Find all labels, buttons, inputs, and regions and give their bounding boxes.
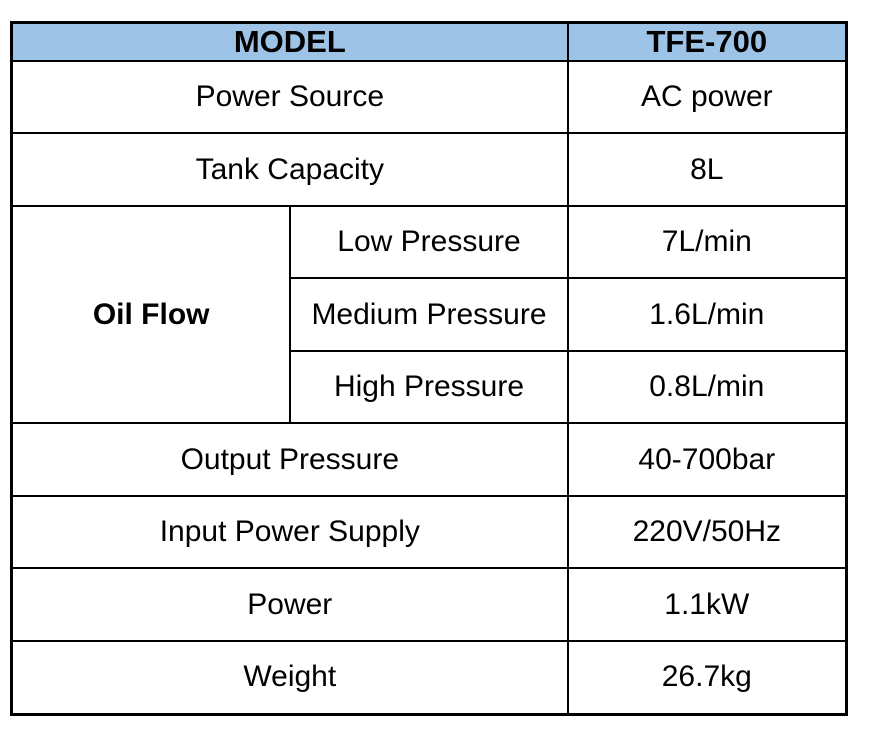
row-weight: Weight 26.7kg <box>10 639 848 716</box>
medium-pressure-value-cell: 1.6L/min <box>566 277 848 352</box>
row-input-power-supply: Input Power Supply 220V/50Hz <box>10 494 848 570</box>
weight-value-cell: 26.7kg <box>566 639 848 716</box>
row-power-source: Power Source AC power <box>10 59 848 135</box>
row-tank-capacity: Tank Capacity 8L <box>10 132 848 207</box>
header-model-cell: MODEL <box>10 21 569 62</box>
power-label-cell: Power <box>10 567 569 642</box>
row-power: Power 1.1kW <box>10 567 848 642</box>
input-power-supply-value-cell: 220V/50Hz <box>566 494 848 570</box>
tank-capacity-value-cell: 8L <box>566 132 848 207</box>
tank-capacity-label-cell: Tank Capacity <box>10 132 569 207</box>
input-power-supply-label-cell: Input Power Supply <box>10 494 569 570</box>
output-pressure-value-cell: 40-700bar <box>566 422 848 497</box>
spec-table: MODEL TFE-700 Power Source AC power Tank… <box>10 21 848 716</box>
high-pressure-value-cell: 0.8L/min <box>566 349 848 425</box>
medium-pressure-label-cell: Medium Pressure <box>289 277 569 352</box>
high-pressure-label-cell: High Pressure <box>289 349 569 425</box>
row-output-pressure: Output Pressure 40-700bar <box>10 422 848 497</box>
oil-flow-label-cell: Oil Flow <box>10 204 292 425</box>
power-source-label-cell: Power Source <box>10 59 569 135</box>
power-source-value-cell: AC power <box>566 59 848 135</box>
row-oil-flow-medium: Medium Pressure 1.6L/min <box>12 277 848 352</box>
weight-label-cell: Weight <box>10 639 569 716</box>
power-value-cell: 1.1kW <box>566 567 848 642</box>
header-row: MODEL TFE-700 <box>10 21 848 62</box>
low-pressure-label-cell: Low Pressure <box>289 204 569 280</box>
row-oil-flow-low: Oil Flow Low Pressure 7L/min <box>10 204 848 425</box>
low-pressure-value-cell: 7L/min <box>566 204 848 280</box>
row-oil-flow-high: High Pressure 0.8L/min <box>12 349 848 425</box>
header-model-value-cell: TFE-700 <box>566 21 848 62</box>
output-pressure-label-cell: Output Pressure <box>10 422 569 497</box>
